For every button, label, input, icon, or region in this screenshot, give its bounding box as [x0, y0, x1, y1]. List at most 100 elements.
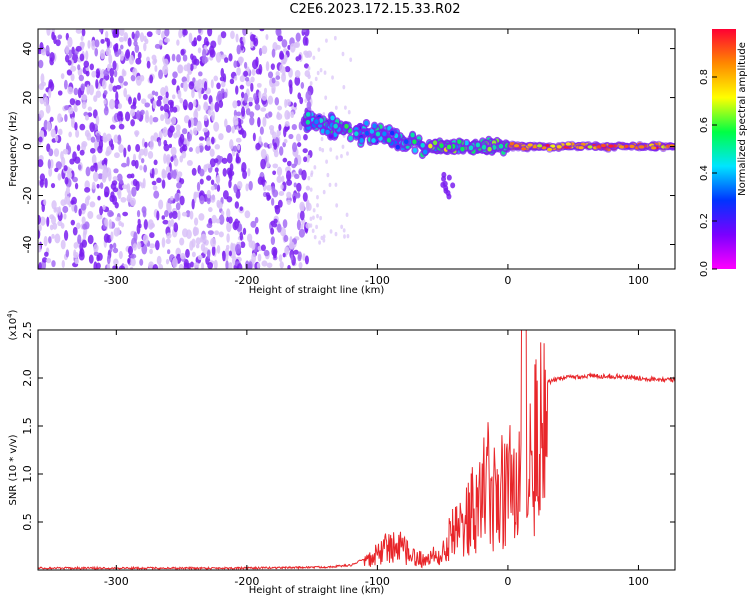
noise-mark: [195, 243, 200, 249]
noise-mark: [93, 261, 98, 269]
noise-mark: [108, 171, 112, 182]
noise-mark: [213, 158, 219, 164]
noise-mark: [265, 161, 270, 168]
noise-mark: [285, 98, 291, 106]
signal-mark: [371, 138, 376, 143]
noise-mark: [193, 37, 197, 47]
noise-mark: [106, 254, 111, 265]
noise-mark: [144, 141, 148, 148]
noise-mark: [292, 142, 298, 153]
noise-mark: [114, 52, 120, 57]
noise-mark: [289, 43, 296, 53]
noise-mark: [273, 149, 279, 158]
noise-mark: [263, 142, 269, 148]
noise-mark: [269, 142, 273, 149]
noise-mark: [57, 90, 63, 96]
noise-mark: [305, 222, 311, 229]
noise-mark: [228, 262, 233, 269]
noise-mark: [320, 136, 324, 142]
noise-mark: [133, 40, 138, 47]
noise-mark: [282, 252, 286, 258]
noise-mark: [206, 175, 212, 181]
noise-mark: [161, 237, 166, 248]
signal-mark: [513, 144, 520, 148]
noise-mark: [188, 147, 193, 152]
noise-mark: [124, 111, 131, 122]
signal-mark: [468, 145, 474, 151]
noise-mark: [99, 182, 104, 190]
noise-mark: [176, 39, 180, 46]
noise-mark: [343, 234, 346, 239]
noise-mark: [136, 241, 142, 250]
noise-mark: [86, 195, 91, 201]
noise-mark: [254, 103, 261, 111]
noise-mark: [108, 219, 113, 230]
noise-mark: [167, 249, 171, 255]
y-tick-label: -20: [21, 187, 34, 205]
noise-mark: [63, 213, 67, 220]
noise-mark: [132, 67, 138, 77]
noise-mark: [125, 49, 131, 59]
noise-mark: [231, 125, 235, 134]
noise-mark: [303, 63, 309, 69]
noise-mark: [97, 195, 101, 201]
noise-mark: [273, 142, 278, 150]
y-tick-label: 1.0: [21, 465, 34, 483]
noise-mark: [44, 177, 48, 189]
noise-mark: [84, 129, 90, 138]
noise-mark: [162, 64, 169, 76]
noise-mark: [65, 186, 70, 195]
noise-mark: [112, 247, 119, 254]
noise-mark: [280, 184, 284, 190]
noise-mark: [38, 228, 41, 240]
noise-mark: [270, 227, 275, 235]
noise-mark: [65, 45, 70, 54]
noise-mark: [189, 261, 194, 268]
noise-mark: [201, 56, 208, 64]
noise-mark: [113, 30, 119, 38]
noise-mark: [143, 219, 148, 230]
noise-mark: [235, 189, 241, 199]
noise-mark: [302, 253, 306, 261]
noise-mark: [287, 111, 291, 120]
noise-mark: [274, 97, 280, 106]
noise-mark: [277, 35, 283, 42]
noise-mark: [139, 32, 145, 43]
noise-mark: [300, 81, 305, 89]
noise-mark: [197, 47, 202, 54]
noise-mark: [278, 254, 283, 263]
noise-mark: [166, 232, 172, 239]
noise-mark: [38, 59, 44, 69]
noise-mark: [109, 124, 116, 130]
noise-mark: [53, 148, 60, 157]
noise-mark: [115, 216, 121, 222]
signal-mark: [618, 145, 625, 149]
noise-mark: [62, 148, 69, 155]
noise-mark: [142, 234, 149, 245]
noise-mark: [84, 180, 90, 190]
noise-mark: [144, 38, 149, 45]
noise-mark: [84, 187, 91, 193]
noise-mark: [345, 212, 349, 218]
noise-mark: [207, 29, 213, 37]
noise-mark: [270, 63, 275, 70]
noise-mark: [95, 90, 102, 99]
noise-mark: [335, 155, 339, 160]
signal-mark: [608, 144, 614, 148]
noise-mark: [305, 37, 309, 46]
noise-mark: [103, 99, 107, 105]
noise-mark: [236, 263, 243, 269]
noise-mark: [49, 214, 55, 220]
noise-mark: [111, 180, 118, 186]
noise-mark: [164, 210, 169, 218]
colorbar-tick-label: 0.8: [699, 69, 710, 85]
noise-mark: [307, 66, 311, 71]
noise-mark: [105, 30, 109, 39]
noise-mark: [114, 152, 120, 159]
noise-mark: [41, 257, 48, 263]
signal-mark: [325, 129, 330, 135]
noise-mark: [162, 126, 168, 138]
noise-mark: [92, 171, 99, 182]
noise-mark: [151, 180, 157, 186]
noise-mark: [120, 162, 128, 168]
